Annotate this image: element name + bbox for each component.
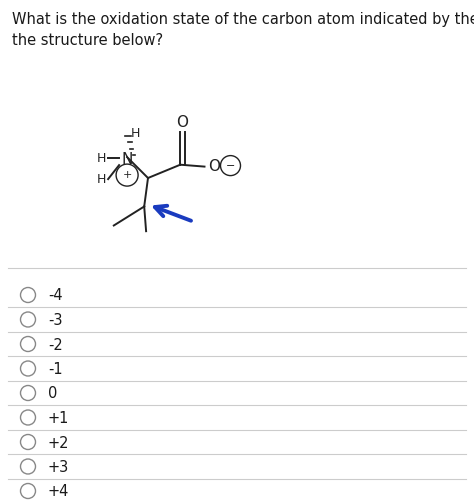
- Text: -4: -4: [48, 288, 63, 304]
- Text: +1: +1: [48, 411, 69, 426]
- Text: +3: +3: [48, 460, 69, 475]
- Text: H: H: [130, 126, 140, 140]
- Text: O: O: [176, 115, 188, 130]
- Text: +4: +4: [48, 484, 69, 500]
- Text: -2: -2: [48, 338, 63, 352]
- Text: −: −: [226, 160, 235, 170]
- Text: +: +: [122, 170, 132, 180]
- Text: H: H: [96, 172, 106, 186]
- Text: +2: +2: [48, 436, 70, 450]
- Text: -1: -1: [48, 362, 63, 377]
- Text: 0: 0: [48, 386, 57, 402]
- Text: N: N: [121, 152, 133, 166]
- Text: O: O: [209, 159, 220, 174]
- Text: What is the oxidation state of the carbon atom indicated by the blue arrow in
th: What is the oxidation state of the carbo…: [12, 12, 474, 48]
- Text: H: H: [96, 152, 106, 164]
- Text: -3: -3: [48, 313, 63, 328]
